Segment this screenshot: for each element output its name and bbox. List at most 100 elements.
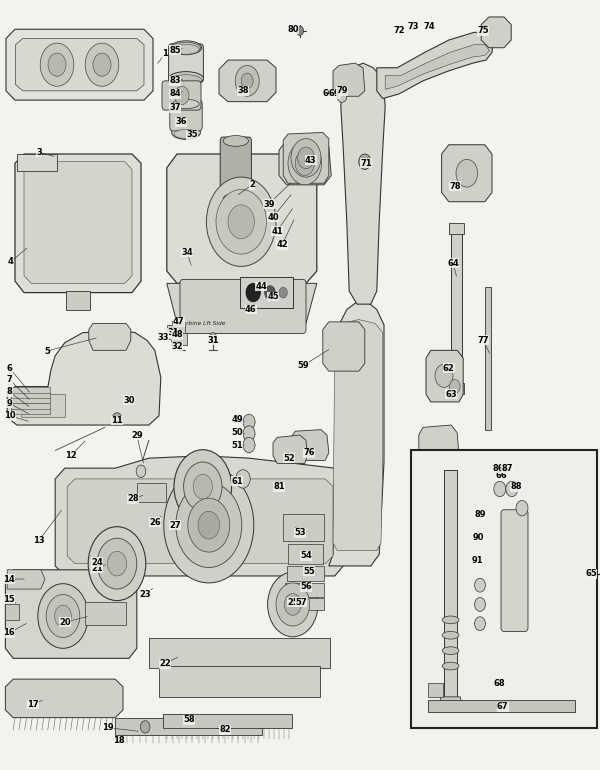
Text: 37: 37	[169, 103, 181, 112]
Text: 84: 84	[169, 89, 181, 99]
Text: 78: 78	[449, 182, 461, 191]
Polygon shape	[67, 479, 333, 564]
Text: 28: 28	[127, 494, 139, 504]
Text: 60: 60	[323, 89, 335, 99]
Text: 15: 15	[3, 594, 15, 604]
Bar	[11, 403, 50, 409]
Circle shape	[236, 470, 250, 488]
Circle shape	[188, 498, 230, 552]
Circle shape	[246, 283, 260, 302]
Text: 91: 91	[472, 556, 484, 565]
Text: 30: 30	[123, 396, 135, 405]
Polygon shape	[279, 139, 331, 185]
Polygon shape	[341, 63, 385, 304]
Bar	[411, 450, 597, 728]
Circle shape	[494, 481, 506, 497]
Polygon shape	[167, 283, 317, 323]
Text: 71: 71	[360, 159, 372, 168]
Circle shape	[228, 205, 254, 239]
Ellipse shape	[174, 129, 198, 139]
Text: 46: 46	[245, 305, 257, 314]
Text: 41: 41	[271, 226, 283, 236]
Polygon shape	[6, 29, 153, 100]
Polygon shape	[291, 430, 329, 460]
Circle shape	[241, 73, 253, 89]
Text: 54: 54	[300, 551, 312, 561]
Circle shape	[206, 177, 276, 266]
Circle shape	[184, 462, 222, 511]
Circle shape	[178, 333, 185, 342]
Polygon shape	[438, 697, 463, 708]
Circle shape	[475, 617, 485, 631]
Bar	[287, 566, 324, 581]
Circle shape	[38, 584, 88, 648]
Ellipse shape	[170, 75, 202, 85]
Text: 63: 63	[445, 390, 457, 399]
Circle shape	[456, 159, 478, 187]
Bar	[285, 583, 324, 597]
Text: 23: 23	[139, 590, 151, 599]
Circle shape	[176, 483, 242, 567]
Bar	[163, 714, 292, 728]
Text: 27: 27	[169, 521, 181, 530]
Text: 18: 18	[113, 736, 125, 745]
Text: 10: 10	[4, 411, 16, 420]
Circle shape	[48, 53, 66, 76]
FancyBboxPatch shape	[501, 510, 528, 631]
Text: 69: 69	[329, 89, 341, 99]
Circle shape	[107, 551, 127, 576]
Text: 22: 22	[159, 659, 171, 668]
Text: 6: 6	[7, 363, 13, 373]
Polygon shape	[385, 45, 490, 89]
Ellipse shape	[172, 42, 200, 53]
Text: 61: 61	[231, 477, 243, 486]
Text: 21: 21	[91, 564, 103, 573]
Bar	[137, 483, 166, 502]
Text: 32: 32	[171, 342, 183, 351]
Text: 49: 49	[231, 415, 243, 424]
Circle shape	[216, 189, 266, 254]
Text: 40: 40	[267, 213, 279, 222]
Text: 29: 29	[131, 430, 143, 440]
Ellipse shape	[169, 72, 203, 85]
Text: 14: 14	[3, 574, 15, 584]
Circle shape	[46, 594, 80, 638]
Circle shape	[276, 583, 310, 626]
Text: 42: 42	[276, 240, 288, 249]
Bar	[159, 666, 320, 697]
Circle shape	[288, 142, 322, 185]
Circle shape	[298, 147, 314, 169]
Text: 31: 31	[167, 328, 179, 337]
Circle shape	[284, 594, 301, 615]
Text: 39: 39	[263, 199, 275, 209]
Ellipse shape	[223, 136, 248, 146]
Text: 34: 34	[181, 248, 193, 257]
Circle shape	[265, 286, 275, 300]
Bar	[485, 287, 491, 430]
FancyBboxPatch shape	[162, 81, 201, 110]
Circle shape	[55, 605, 71, 627]
Text: 11: 11	[111, 416, 123, 425]
Circle shape	[435, 364, 453, 387]
Circle shape	[193, 474, 212, 499]
FancyBboxPatch shape	[180, 280, 306, 333]
Circle shape	[40, 43, 74, 86]
Polygon shape	[55, 456, 343, 576]
Circle shape	[175, 86, 189, 105]
Text: 17: 17	[27, 700, 39, 709]
Circle shape	[198, 511, 220, 539]
Polygon shape	[323, 322, 365, 371]
Circle shape	[174, 450, 232, 524]
Text: 51: 51	[231, 440, 243, 450]
Polygon shape	[15, 154, 141, 293]
Text: 85: 85	[169, 45, 181, 55]
Bar	[444, 470, 457, 697]
Bar	[167, 325, 185, 339]
Text: 74: 74	[423, 22, 435, 32]
Text: 50: 50	[231, 428, 243, 437]
Text: 72: 72	[393, 26, 405, 35]
Text: 13: 13	[33, 536, 45, 545]
Polygon shape	[167, 154, 317, 283]
Text: 76: 76	[303, 448, 315, 457]
Bar	[115, 718, 262, 735]
